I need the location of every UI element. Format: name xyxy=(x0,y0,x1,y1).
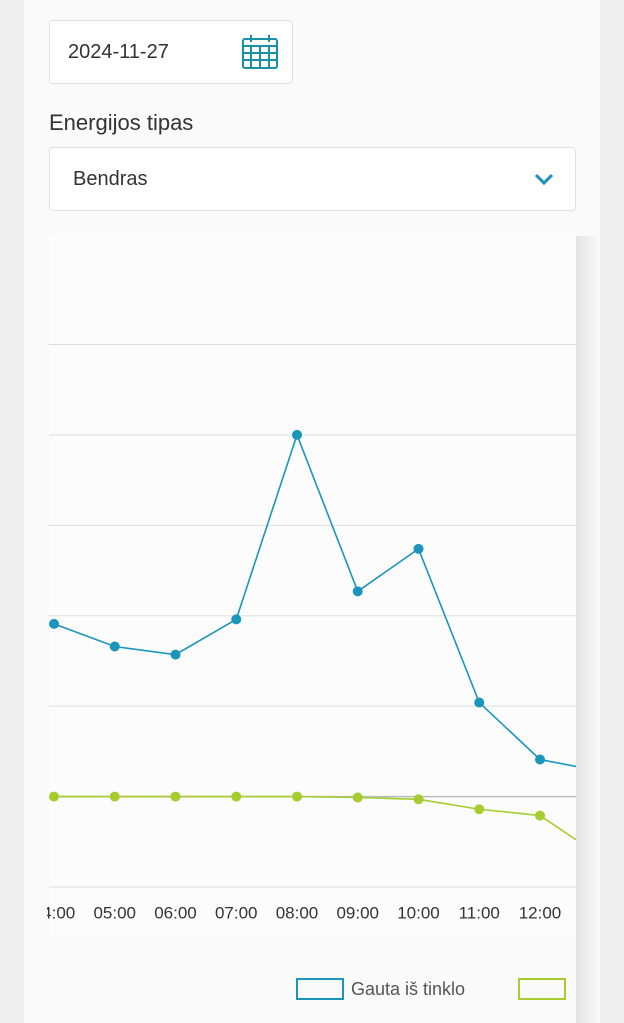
plot-area xyxy=(49,236,576,936)
date-input[interactable]: 2024-11-27 xyxy=(49,20,293,84)
data-point xyxy=(352,792,363,803)
data-point xyxy=(109,641,120,652)
energy-select[interactable]: Bendras xyxy=(49,147,576,211)
x-tick-label: 10:00 xyxy=(397,903,440,922)
data-point xyxy=(170,649,181,660)
data-point xyxy=(413,794,424,805)
x-tick-label: 11:00 xyxy=(459,903,500,922)
x-tick-label: 05:00 xyxy=(93,903,136,922)
data-point xyxy=(352,586,363,597)
x-tick-label: 07:00 xyxy=(215,903,258,922)
data-point xyxy=(170,791,181,802)
series-line xyxy=(54,795,576,841)
legend-label: Gauta iš tinklo xyxy=(351,979,465,999)
x-tick-label: 08:00 xyxy=(276,903,319,922)
scroll-shadow xyxy=(576,236,600,1023)
x-tick-label: 09:00 xyxy=(336,903,379,922)
series-line xyxy=(53,432,576,768)
x-tick-label: 04:00 xyxy=(33,903,76,922)
data-point xyxy=(535,754,545,765)
legend-swatch xyxy=(296,978,344,1000)
data-point xyxy=(49,791,59,802)
x-tick-label: 12:00 xyxy=(519,903,562,922)
data-point xyxy=(109,791,120,802)
energy-label: Energijos tipas xyxy=(49,110,194,135)
energy-value: Bendras xyxy=(73,168,148,190)
data-point xyxy=(231,791,242,802)
data-point xyxy=(49,618,59,629)
calendar-icon[interactable] xyxy=(241,33,279,71)
date-value: 2024-11-27 xyxy=(68,41,169,63)
data-point xyxy=(231,614,242,625)
chevron xyxy=(534,173,554,186)
data-point xyxy=(413,543,424,554)
x-tick-label: 06:00 xyxy=(154,903,197,922)
data-point xyxy=(474,697,485,708)
data-point xyxy=(292,429,302,440)
data-point xyxy=(474,804,485,815)
legend: Gauta iš tinklo xyxy=(296,978,566,1000)
data-point xyxy=(292,791,302,802)
data-point xyxy=(535,810,545,821)
legend-swatch xyxy=(518,978,566,1000)
